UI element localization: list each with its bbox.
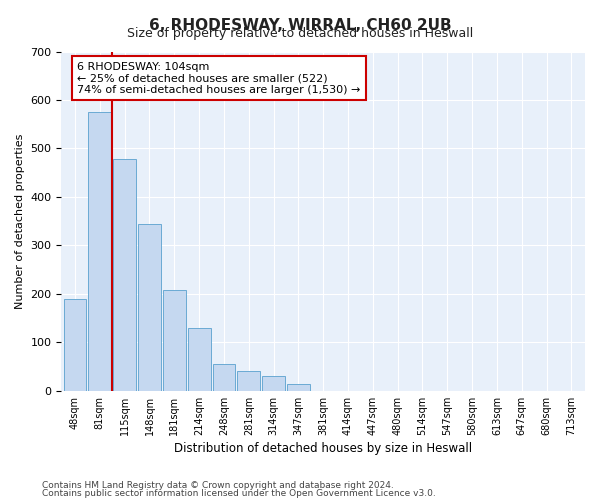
Bar	[238, 372, 260, 391]
Text: Contains HM Land Registry data © Crown copyright and database right 2024.: Contains HM Land Registry data © Crown c…	[42, 480, 394, 490]
Bar	[212, 364, 235, 391]
Bar	[138, 224, 161, 391]
Text: 6 RHODESWAY: 104sqm
← 25% of detached houses are smaller (522)
74% of semi-detac: 6 RHODESWAY: 104sqm ← 25% of detached ho…	[77, 62, 361, 95]
Bar	[113, 159, 136, 391]
Bar	[163, 290, 186, 391]
Bar	[188, 328, 211, 391]
Bar	[287, 384, 310, 391]
Y-axis label: Number of detached properties: Number of detached properties	[15, 134, 25, 309]
Text: Contains public sector information licensed under the Open Government Licence v3: Contains public sector information licen…	[42, 489, 436, 498]
Text: Size of property relative to detached houses in Heswall: Size of property relative to detached ho…	[127, 28, 473, 40]
Bar	[64, 298, 86, 391]
Bar	[88, 112, 111, 391]
Bar	[262, 376, 285, 391]
Text: 6, RHODESWAY, WIRRAL, CH60 2UB: 6, RHODESWAY, WIRRAL, CH60 2UB	[149, 18, 451, 32]
X-axis label: Distribution of detached houses by size in Heswall: Distribution of detached houses by size …	[174, 442, 472, 455]
